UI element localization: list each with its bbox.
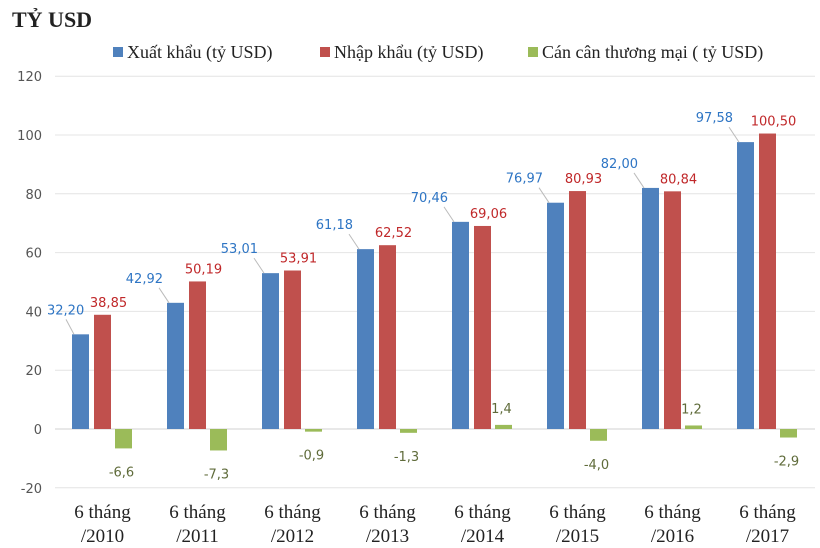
chart-title: TỶ USD — [12, 7, 92, 32]
data-label: -4,0 — [584, 458, 609, 473]
x-tick-label: /2012 — [271, 526, 314, 547]
data-label: 80,93 — [565, 172, 602, 187]
data-label: 1,2 — [681, 402, 702, 417]
data-label: -6,6 — [109, 465, 134, 480]
data-label: 53,01 — [221, 242, 258, 257]
data-label: 76,97 — [506, 172, 543, 187]
leader-line — [633, 172, 645, 189]
bar-1 — [569, 191, 586, 429]
bar-1 — [664, 191, 681, 429]
y-tick-label: 0 — [34, 423, 42, 438]
x-tick-label: /2011 — [176, 526, 219, 547]
bar-2 — [780, 429, 797, 438]
data-label: 32,20 — [47, 303, 84, 318]
legend-label: Nhập khẩu (tỷ USD) — [334, 42, 483, 63]
data-label: 50,19 — [185, 262, 222, 277]
bar-1 — [189, 281, 206, 429]
x-tick-label: 6 tháng — [454, 502, 511, 523]
bar-2 — [590, 429, 607, 441]
bar-2 — [115, 429, 132, 449]
bar-0 — [642, 187, 659, 429]
bar-0 — [452, 221, 469, 429]
y-tick-label: 120 — [17, 70, 42, 85]
x-tick-label: /2016 — [651, 526, 694, 547]
leader-line — [538, 187, 550, 203]
x-tick-label: 6 tháng — [74, 502, 131, 523]
y-tick-label: -20 — [21, 482, 42, 497]
leader-line — [65, 319, 75, 335]
bar-1 — [474, 225, 491, 429]
legend-label: Xuất khẩu (tỷ USD) — [127, 42, 272, 63]
bar-1 — [94, 314, 111, 429]
y-tick-label: 40 — [25, 305, 42, 320]
data-label: -1,3 — [394, 450, 419, 465]
bar-0 — [737, 142, 754, 429]
bar-0 — [72, 334, 89, 429]
data-label: 97,58 — [696, 111, 733, 126]
data-label: 1,4 — [491, 402, 512, 417]
data-label: 100,50 — [751, 115, 797, 130]
data-label: 38,85 — [90, 296, 127, 311]
legend-swatch — [320, 47, 330, 57]
leader-line — [158, 287, 170, 304]
data-label: 80,84 — [660, 172, 697, 187]
data-label: -2,9 — [774, 455, 799, 470]
y-tick-label: 80 — [25, 188, 42, 203]
x-tick-label: /2014 — [461, 526, 505, 547]
legend-swatch — [528, 47, 538, 57]
x-tick-label: /2015 — [556, 526, 599, 547]
legend-swatch — [113, 47, 123, 57]
x-tick-label: 6 tháng — [549, 502, 606, 523]
data-label: -0,9 — [299, 449, 324, 464]
leader-line — [348, 233, 360, 250]
x-tick-label: /2013 — [366, 526, 409, 547]
leader-line — [728, 126, 740, 143]
bar-0 — [262, 273, 279, 429]
data-label: 82,00 — [601, 157, 638, 172]
data-label: 42,92 — [126, 272, 163, 287]
x-tick-label: /2010 — [81, 526, 124, 547]
bar-1 — [759, 133, 776, 429]
bar-0 — [167, 302, 184, 429]
x-tick-label: 6 tháng — [359, 502, 416, 523]
leader-line — [443, 206, 455, 223]
y-tick-label: 60 — [25, 247, 42, 262]
bar-2 — [210, 429, 227, 451]
x-tick-label: 6 tháng — [169, 502, 226, 523]
data-label: 53,91 — [280, 252, 317, 267]
bar-2 — [495, 424, 512, 429]
bar-1 — [284, 270, 301, 429]
bar-2 — [305, 429, 322, 432]
y-tick-label: 20 — [25, 364, 42, 379]
data-label: 61,18 — [316, 218, 353, 233]
data-label: 70,46 — [411, 191, 448, 206]
leader-line — [253, 257, 265, 274]
data-label: 69,06 — [470, 207, 507, 222]
x-tick-label: 6 tháng — [739, 502, 796, 523]
bar-1 — [379, 245, 396, 429]
legend-label: Cán cân thương mại ( tỷ USD) — [542, 42, 763, 63]
bar-0 — [357, 249, 374, 429]
x-tick-label: 6 tháng — [264, 502, 321, 523]
bar-2 — [685, 425, 702, 429]
x-tick-label: 6 tháng — [644, 502, 701, 523]
data-label: 62,52 — [375, 226, 412, 241]
x-tick-label: /2017 — [746, 526, 789, 547]
bar-2 — [400, 429, 417, 433]
y-tick-label: 100 — [17, 129, 42, 144]
data-label: -7,3 — [204, 467, 229, 482]
bar-0 — [547, 202, 564, 429]
